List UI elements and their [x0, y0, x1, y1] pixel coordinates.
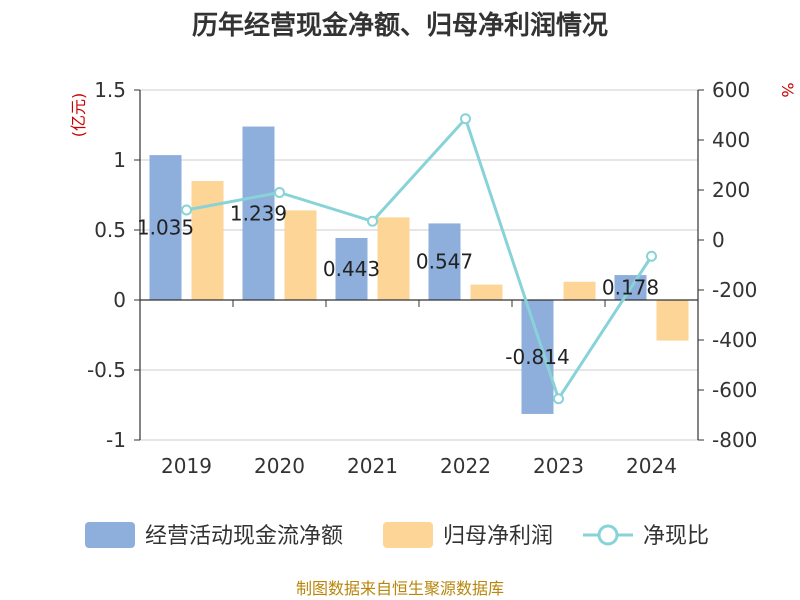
- data-label-cashflow: 1.239: [230, 201, 287, 225]
- chart-title: 历年经营现金净额、归母净利润情况: [192, 10, 608, 41]
- ratio-point: [460, 113, 471, 125]
- source-note: 制图数据来自恒生聚源数据库: [296, 579, 504, 598]
- bar-profit: [284, 210, 317, 300]
- data-label-cashflow: 0.178: [602, 276, 659, 300]
- bars: [149, 126, 689, 414]
- left-tick-label: 1.5: [94, 78, 126, 102]
- bar-cashflow: [521, 300, 554, 414]
- right-tick-label: -600: [712, 378, 757, 402]
- legend-swatch-profit: [383, 522, 433, 548]
- bar-profit: [470, 284, 503, 300]
- bar-profit: [656, 300, 689, 341]
- bar-cashflow: [242, 126, 275, 300]
- bar-profit: [191, 181, 224, 300]
- left-tick-label: 0.5: [94, 218, 126, 242]
- legend-label-profit: 归母净利润: [443, 524, 553, 549]
- x-tick-label: 2020: [254, 454, 305, 478]
- legend-swatch-cashflow: [85, 522, 135, 548]
- bar-cashflow: [149, 155, 182, 300]
- legend: 经营活动现金流净额 归母净利润 净现比: [85, 522, 709, 549]
- left-axis-ticks: 1.5 1 0.5 0 -0.5 -1: [87, 78, 140, 452]
- right-tick-label: 0: [712, 228, 725, 252]
- right-tick-label: 200: [712, 178, 750, 202]
- gridlines: [140, 89, 698, 441]
- right-tick-label: 600: [712, 78, 750, 102]
- x-tick-label: 2024: [626, 454, 677, 478]
- bar-cashflow: [335, 237, 368, 300]
- data-label-cashflow: 1.035: [137, 216, 194, 240]
- right-tick-label: -200: [712, 278, 757, 302]
- data-labels: 1.035 1.239 0.443 0.547 -0.814 0.178: [137, 201, 659, 369]
- bar-profit: [377, 217, 410, 300]
- data-label-cashflow: -0.814: [505, 345, 569, 369]
- right-tick-label: -400: [712, 328, 757, 352]
- x-tick-label: 2022: [440, 454, 491, 478]
- legend-marker-ratio: [597, 524, 619, 546]
- ratio-line: [181, 113, 657, 405]
- data-label-cashflow: 0.443: [323, 257, 380, 281]
- left-tick-label: 1: [113, 148, 126, 172]
- data-label-cashflow: 0.547: [416, 250, 473, 274]
- x-axis-ticks: 2019 2020 2021 2022 2023 2024: [161, 454, 677, 478]
- ratio-point: [367, 215, 378, 227]
- legend-label-cashflow: 经营活动现金流净额: [145, 524, 343, 549]
- bar-cashflow: [428, 223, 461, 300]
- x-tick-label: 2023: [533, 454, 584, 478]
- left-tick-label: -1: [106, 428, 126, 452]
- bar-profit: [563, 281, 596, 300]
- left-tick-label: -0.5: [87, 358, 126, 382]
- ratio-point: [553, 393, 564, 405]
- legend-label-ratio: 净现比: [643, 524, 709, 549]
- axes: [139, 90, 699, 440]
- x-tick-label: 2019: [161, 454, 212, 478]
- right-axis-unit: %: [778, 82, 797, 97]
- right-tick-label: 400: [712, 128, 750, 152]
- ratio-point: [181, 204, 192, 216]
- ratio-point: [274, 187, 285, 198]
- right-tick-label: -800: [712, 428, 757, 452]
- left-axis-unit: (亿元): [69, 93, 88, 138]
- left-tick-label: 0: [113, 288, 126, 312]
- ratio-line-path: [186, 115, 653, 403]
- x-tick-label: 2021: [347, 454, 398, 478]
- ratio-point: [646, 250, 657, 262]
- right-axis-ticks: 600 400 200 0 -200 -400 -600 -800: [698, 78, 757, 452]
